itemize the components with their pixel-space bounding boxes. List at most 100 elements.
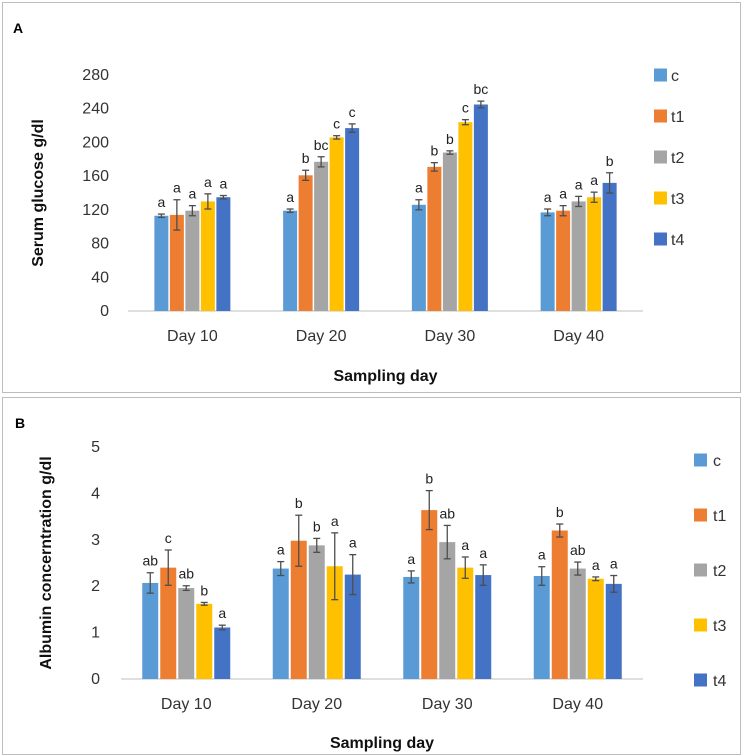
legend-label: t4 [671, 232, 684, 249]
significance-label: a [157, 194, 165, 210]
significance-label: ab [178, 566, 194, 582]
panel-label: A [13, 20, 23, 36]
significance-label: b [430, 143, 438, 159]
significance-label: a [544, 189, 552, 205]
bar [551, 530, 568, 679]
panel-label: B [15, 415, 25, 431]
bar [178, 588, 195, 679]
significance-label: c [165, 530, 172, 546]
significance-label: b [295, 495, 303, 511]
legend-label: t4 [713, 673, 726, 690]
bar [587, 197, 602, 311]
legend-swatch [654, 232, 667, 246]
significance-label: a [610, 556, 618, 572]
significance-label: a [461, 537, 469, 553]
significance-label: bc [314, 137, 329, 153]
bar [142, 582, 159, 679]
bar [403, 576, 420, 679]
legend-label: t1 [671, 109, 684, 126]
x-axis-title: Sampling day [333, 368, 437, 385]
bar [569, 568, 586, 679]
bar [605, 583, 622, 679]
significance-label: ab [142, 553, 158, 569]
bar [216, 197, 231, 311]
significance-label: a [286, 189, 294, 205]
y-tick-label: 80 [91, 236, 109, 253]
bar [540, 212, 555, 311]
bar [421, 510, 438, 679]
y-tick-label: 3 [91, 532, 100, 549]
significance-label: b [556, 504, 564, 520]
bar [283, 210, 298, 311]
significance-label: a [219, 176, 227, 192]
significance-label: a [277, 542, 285, 558]
legend-label: t2 [671, 150, 684, 167]
bar [533, 575, 550, 679]
bar [442, 152, 457, 311]
legend-swatch [694, 563, 707, 577]
y-tick-label: 120 [82, 202, 109, 219]
bar [196, 603, 213, 679]
bar [345, 128, 360, 311]
significance-label: c [462, 100, 469, 116]
x-tick-label: Day 40 [553, 328, 604, 345]
bar [185, 210, 200, 311]
bar [290, 540, 307, 679]
panel-b-albumin-chart: B 0 1 2 3 4 5 Day 10 ab c ab b a Day 20 a b b a a Day 30 a b a… [2, 397, 741, 755]
y-tick-label: 240 [82, 101, 109, 118]
legend-swatch [694, 673, 707, 687]
y-tick-label: 40 [91, 269, 109, 286]
significance-label: a [479, 545, 487, 561]
significance-label: b [446, 131, 454, 147]
bar [329, 137, 344, 311]
bar [308, 545, 325, 679]
x-tick-label: Day 30 [422, 696, 473, 713]
significance-label: a [204, 174, 212, 190]
bar [602, 182, 617, 311]
bar [169, 214, 184, 311]
x-tick-label: Day 10 [167, 328, 218, 345]
bar [326, 566, 343, 679]
x-tick-label: Day 40 [552, 696, 603, 713]
bar [298, 175, 313, 311]
y-tick-label: 2 [91, 578, 100, 595]
legend-swatch [694, 618, 707, 632]
bar [214, 627, 231, 679]
y-axis-title: Serum glucose g/dl [30, 119, 47, 267]
bar [475, 575, 492, 679]
bar [411, 204, 426, 311]
significance-label: a [407, 551, 415, 567]
significance-label: ab [570, 542, 586, 558]
bar [154, 215, 169, 311]
bar [556, 210, 571, 311]
legend-swatch [654, 68, 667, 82]
y-tick-label: 0 [100, 303, 109, 320]
bar [458, 122, 473, 311]
significance-label: a [331, 513, 339, 529]
panel-a-glucose-chart: A 0 40 80 120 160 200 240 280 Day 10 a a a a a Day 20 a b… [2, 2, 741, 393]
significance-label: c [333, 116, 340, 132]
significance-label: a [415, 180, 423, 196]
legend-label: t2 [713, 563, 726, 580]
legend-label: c [671, 68, 679, 85]
significance-label: a [188, 186, 196, 202]
bar [160, 567, 177, 679]
bar [473, 104, 488, 311]
significance-label: a [173, 180, 181, 196]
bar [272, 568, 289, 679]
y-tick-label: 280 [82, 67, 109, 84]
bar [427, 166, 442, 311]
significance-label: a [592, 557, 600, 573]
significance-label: bc [473, 81, 488, 97]
significance-label: ab [439, 505, 455, 521]
x-tick-label: Day 10 [161, 696, 212, 713]
legend-swatch [694, 508, 707, 522]
legend-swatch [654, 109, 667, 123]
significance-label: b [606, 153, 614, 169]
significance-label: b [302, 150, 310, 166]
x-tick-label: Day 20 [296, 328, 347, 345]
y-tick-label: 1 [91, 625, 100, 642]
significance-label: b [200, 582, 208, 598]
x-tick-label: Day 30 [425, 328, 476, 345]
bar [200, 201, 215, 311]
